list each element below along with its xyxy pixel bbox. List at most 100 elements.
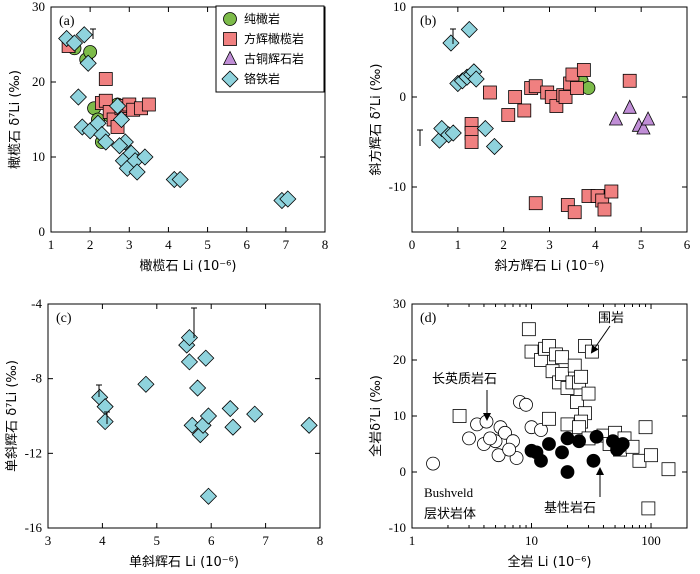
panel-b-xtick-label: 0 xyxy=(409,237,416,252)
panel-b-point xyxy=(567,205,582,220)
panel-b-ytick-label: 0 xyxy=(400,89,407,104)
panel-b-point xyxy=(570,81,584,95)
panel-d-point xyxy=(560,465,575,479)
panel-d-point xyxy=(589,429,604,444)
panel-b-point xyxy=(444,124,462,142)
panel-c-point xyxy=(180,329,199,347)
panel-b-point xyxy=(604,184,619,199)
panel-d-label: (d) xyxy=(420,311,437,326)
panel-c-point xyxy=(221,399,239,418)
panel-c-point xyxy=(137,375,155,393)
panel-b-point xyxy=(464,135,479,149)
panel-c-ylabel: 单斜辉石 δ⁷Li (‰) xyxy=(5,360,20,472)
panel-d-point xyxy=(483,431,497,446)
panel-c-xlabel: 单斜辉石 Li (10⁻⁶) xyxy=(129,555,239,570)
panel-c-xtick-label: 3 xyxy=(45,533,52,548)
panel-a-ytick-label: 20 xyxy=(32,74,45,89)
panel-c-xtick-label: 7 xyxy=(262,533,269,548)
panel-a-xtick-label: 7 xyxy=(283,237,290,252)
panel-a-point xyxy=(75,26,93,44)
panel-c-xtick-label: 4 xyxy=(99,533,106,548)
panel-b-xtick-label: 6 xyxy=(684,237,691,252)
panel-d-annotation: 层状岩体 xyxy=(424,507,476,522)
panel-c-ytick-label: -8 xyxy=(31,371,42,386)
panel-a-point xyxy=(112,110,131,129)
panel-a-point xyxy=(110,137,129,155)
panel-a-point xyxy=(171,170,189,189)
panel-b-point xyxy=(558,90,573,104)
panel-a-ytick-label: 10 xyxy=(32,149,45,164)
panel-d-point xyxy=(615,437,630,451)
panel-b-point xyxy=(517,103,532,118)
panel-c-point xyxy=(199,407,218,425)
panel-d-point xyxy=(661,462,676,477)
panel-a-label: (a) xyxy=(59,14,75,29)
panel-d-point xyxy=(581,386,596,401)
legend-marker xyxy=(221,70,239,88)
panel-a-xtick-label: 4 xyxy=(165,237,172,252)
panel-b-xtick-label: 3 xyxy=(546,237,553,252)
panel-c-xtick-label: 8 xyxy=(317,533,324,548)
panel-a-ytick-label: 30 xyxy=(32,0,45,14)
panel-d-point xyxy=(555,445,569,460)
panel-d-point xyxy=(560,431,575,446)
panel-a-xtick-label: 8 xyxy=(322,237,329,252)
panel-d-annotation: 围岩 xyxy=(598,311,624,326)
panel-d-ytick-label: 30 xyxy=(393,296,406,311)
legend-label: 古铜辉石岩 xyxy=(244,51,304,66)
panel-b-label: (b) xyxy=(420,14,437,29)
panel-a-point xyxy=(141,97,156,112)
panel-a-ylabel: 橄榄石 δ⁷Li (‰) xyxy=(7,70,23,169)
panel-b-point xyxy=(565,67,580,82)
panel-d-xtick-label: 10 xyxy=(525,533,538,548)
panel-a-frame xyxy=(50,6,326,233)
panel-b-point xyxy=(622,73,637,88)
panel-b-xtick-label: 2 xyxy=(500,237,507,252)
panel-b-xtick-label: 4 xyxy=(592,237,599,252)
panel-a-point xyxy=(108,97,127,115)
panel-c-point xyxy=(189,379,207,397)
panel-d-ylabel: 全岩δ⁷Li (‰) xyxy=(368,375,384,457)
panel-d-point xyxy=(555,367,569,381)
panel-d-point xyxy=(479,414,494,429)
panel-d-xtick-label: 100 xyxy=(641,533,661,548)
panel-b-point xyxy=(467,70,485,88)
panel-a-xtick-label: 6 xyxy=(243,237,250,252)
panel-a-xtick-label: 5 xyxy=(204,237,211,252)
panel-a-point xyxy=(79,54,97,72)
panel-d-point xyxy=(498,425,512,440)
panel-c-ytick-label: -16 xyxy=(25,520,43,535)
panel-c-point xyxy=(197,349,215,367)
panel-d-point xyxy=(542,411,556,426)
panel-b-xlabel: 斜方辉石 Li (10⁻⁶) xyxy=(495,258,605,274)
panel-d-point xyxy=(572,434,586,449)
panel-b-point xyxy=(501,108,516,122)
panel-d-point xyxy=(534,423,548,437)
legend-marker xyxy=(223,12,237,26)
panel-d-ytick-label: 20 xyxy=(393,352,406,367)
panel-d-point xyxy=(586,453,601,468)
panel-c-point xyxy=(96,413,114,431)
panel-d-point xyxy=(638,420,653,435)
panel-b-point xyxy=(581,81,596,95)
panel-b-point xyxy=(528,79,543,94)
panel-b-ytick-label: -10 xyxy=(389,179,406,194)
panel-b-point xyxy=(476,119,494,138)
panel-d-point xyxy=(644,448,658,463)
panel-b-ylabel: 斜方辉石 δ⁷Li (‰) xyxy=(368,64,384,176)
panel-a-point xyxy=(97,133,115,151)
legend-label: 方辉橄榄岩 xyxy=(244,31,304,46)
panel-d-point xyxy=(452,409,467,423)
panel-b-point xyxy=(460,20,478,39)
panel-b-ytick-label: 10 xyxy=(393,0,406,14)
panel-c-label: (c) xyxy=(56,311,72,326)
panel-b-point xyxy=(597,202,612,217)
panel-d-annotation: 基性岩石 xyxy=(544,501,596,516)
panel-a-xtick-label: 3 xyxy=(126,237,133,252)
panel-b-point xyxy=(640,111,656,126)
panel-b-point xyxy=(508,90,523,104)
panel-a-point xyxy=(136,148,154,166)
panel-b-point xyxy=(442,34,460,52)
panel-c-point xyxy=(246,405,264,423)
